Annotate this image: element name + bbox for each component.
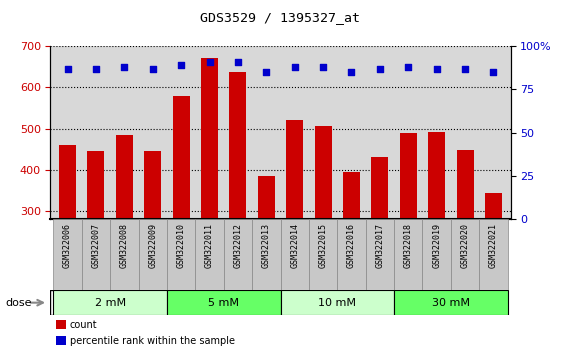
Text: GDS3529 / 1395327_at: GDS3529 / 1395327_at	[200, 11, 361, 24]
Bar	[451, 219, 479, 290]
Bar	[139, 219, 167, 290]
Bar	[366, 219, 394, 290]
Text: GSM322008: GSM322008	[120, 223, 129, 268]
Bar	[229, 72, 246, 335]
Text: 2 mM: 2 mM	[95, 298, 126, 308]
Bar	[224, 219, 252, 290]
Text: GSM322010: GSM322010	[177, 223, 186, 268]
Text: GSM322015: GSM322015	[319, 223, 328, 268]
Bar	[167, 219, 195, 290]
Bar	[173, 96, 190, 335]
Bar	[167, 290, 280, 315]
Text: GSM322011: GSM322011	[205, 223, 214, 268]
Bar	[59, 145, 76, 335]
Text: GSM322019: GSM322019	[432, 223, 441, 268]
Bar	[315, 126, 332, 335]
Point	[63, 66, 72, 72]
Bar	[201, 58, 218, 335]
Text: GSM322021: GSM322021	[489, 223, 498, 268]
Bar	[110, 219, 139, 290]
Point	[432, 66, 441, 72]
Point	[148, 66, 157, 72]
Text: 30 mM: 30 mM	[432, 298, 470, 308]
Text: GSM322009: GSM322009	[148, 223, 157, 268]
Text: dose: dose	[6, 298, 32, 308]
Text: GSM322017: GSM322017	[375, 223, 384, 268]
Bar	[337, 219, 366, 290]
Bar	[252, 219, 280, 290]
Bar	[116, 135, 133, 335]
Text: GSM322012: GSM322012	[233, 223, 242, 268]
Bar	[457, 150, 473, 335]
Point	[290, 64, 299, 70]
Bar	[309, 219, 337, 290]
Text: GSM322014: GSM322014	[290, 223, 299, 268]
Bar	[394, 290, 508, 315]
Bar	[422, 219, 451, 290]
Bar	[286, 120, 303, 335]
Bar	[82, 219, 110, 290]
Text: GSM322018: GSM322018	[404, 223, 413, 268]
Text: percentile rank within the sample: percentile rank within the sample	[70, 336, 234, 346]
Bar	[258, 176, 275, 335]
Point	[404, 64, 413, 70]
Point	[205, 59, 214, 64]
Bar	[88, 150, 104, 335]
Text: GSM322007: GSM322007	[91, 223, 100, 268]
Point	[375, 66, 384, 72]
Point	[262, 69, 271, 75]
Text: 5 mM: 5 mM	[208, 298, 239, 308]
Point	[120, 64, 129, 70]
Text: GSM322016: GSM322016	[347, 223, 356, 268]
Point	[177, 62, 186, 68]
Bar	[485, 193, 502, 335]
Text: GSM322006: GSM322006	[63, 223, 72, 268]
Point	[319, 64, 328, 70]
Bar	[144, 150, 161, 335]
Bar	[400, 133, 417, 335]
Bar	[195, 219, 224, 290]
Bar	[394, 219, 422, 290]
Text: 10 mM: 10 mM	[318, 298, 356, 308]
Bar	[343, 172, 360, 335]
Bar	[428, 132, 445, 335]
Text: GSM322020: GSM322020	[461, 223, 470, 268]
Bar	[479, 219, 508, 290]
Point	[91, 66, 100, 72]
Point	[347, 69, 356, 75]
Point	[461, 66, 470, 72]
Bar	[280, 219, 309, 290]
Text: count: count	[70, 320, 97, 330]
Text: GSM322013: GSM322013	[262, 223, 271, 268]
Bar	[53, 290, 167, 315]
Bar	[371, 157, 388, 335]
Bar	[53, 219, 82, 290]
Point	[233, 59, 242, 64]
Bar	[280, 290, 394, 315]
Point	[489, 69, 498, 75]
